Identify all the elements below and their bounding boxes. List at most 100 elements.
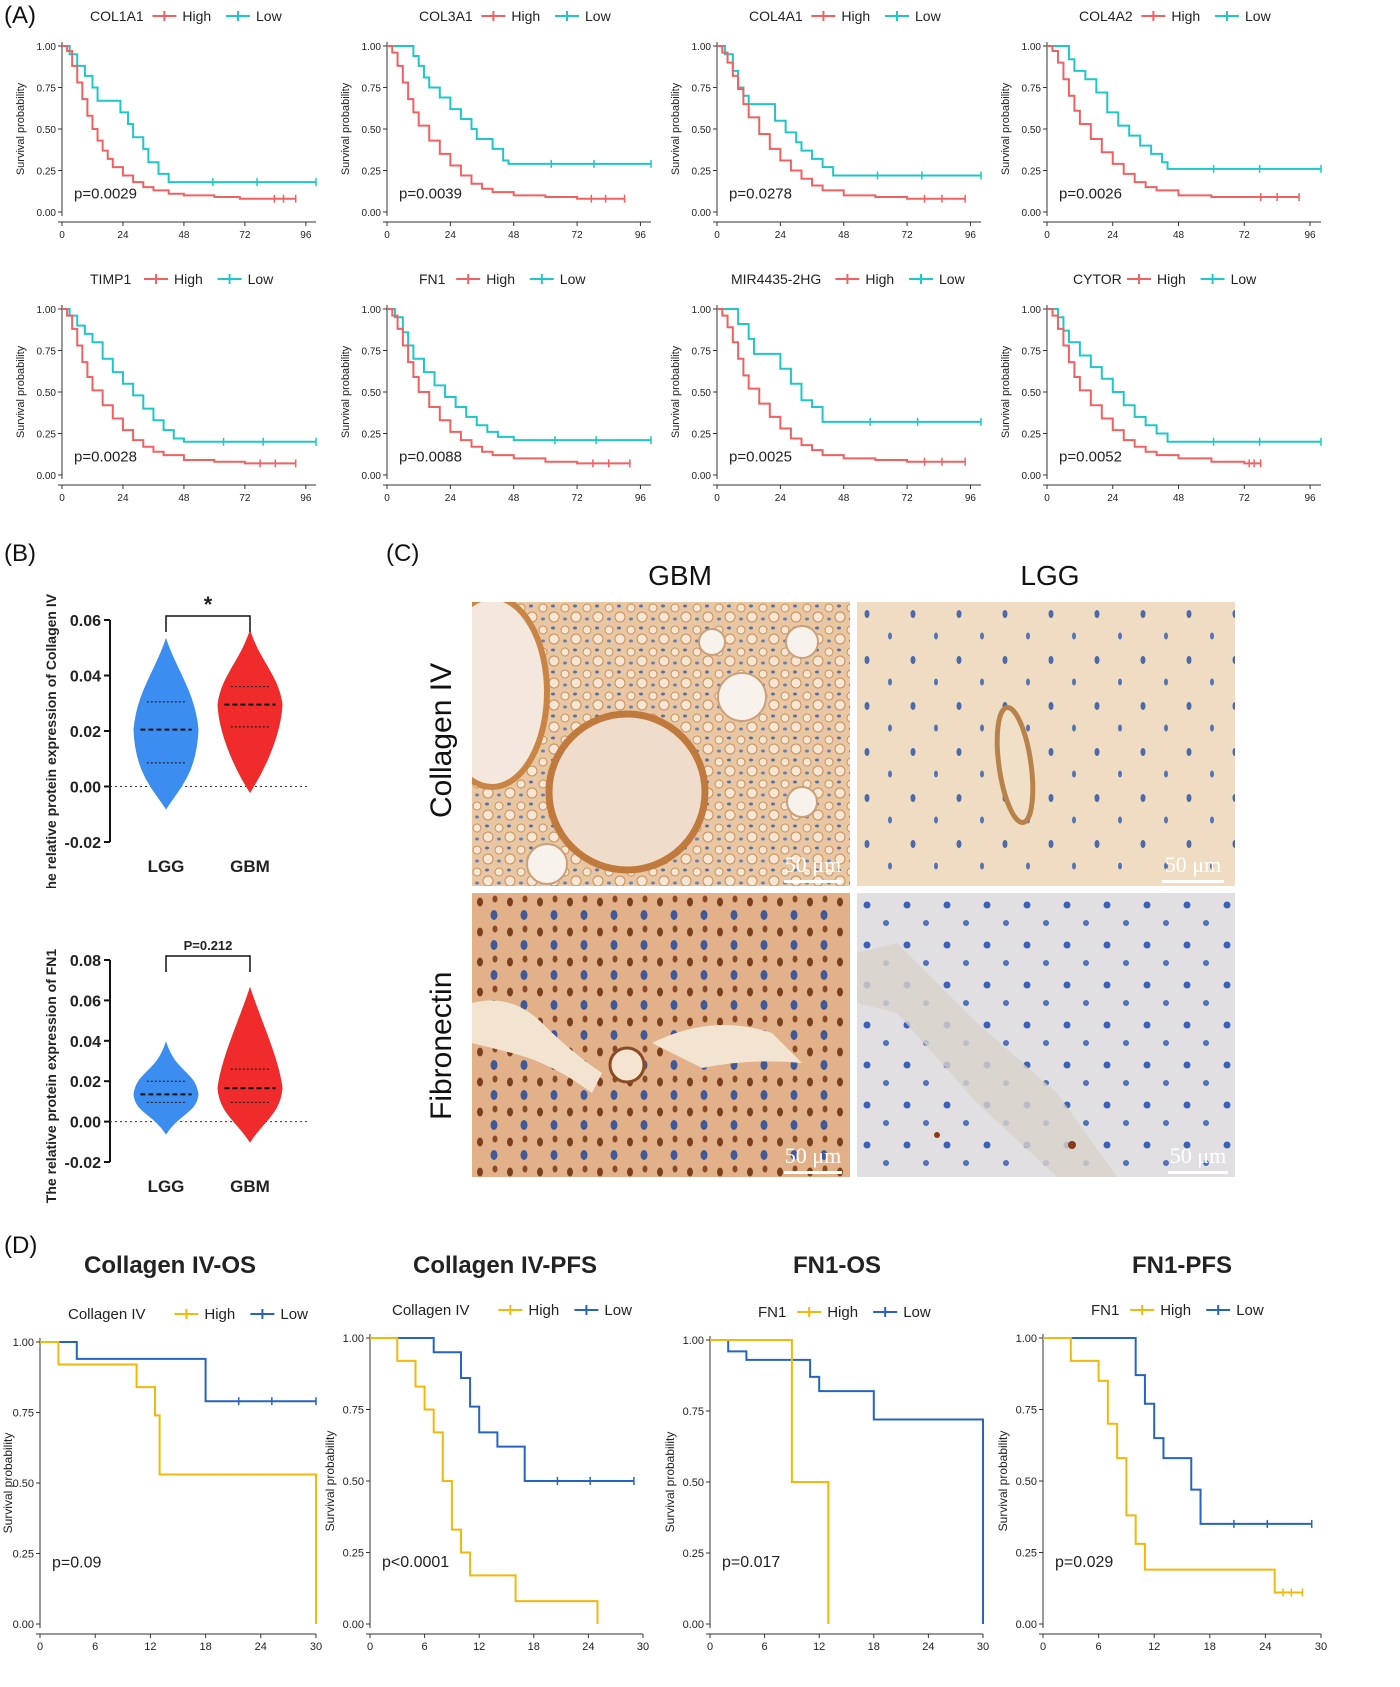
x-tick-label: 6	[422, 1641, 428, 1653]
violin-collagen-iv: 0.06 0.04 0.02 0.00 -0.02 The relative protei…	[40, 578, 320, 898]
x-tick-label: 24	[1259, 1641, 1271, 1653]
x-tick-label: 96	[635, 230, 647, 241]
y-tick-label: 1.00	[343, 1333, 364, 1345]
km-legend: COL1A1 High Low	[90, 8, 283, 24]
scale-bar-1: 50 μm	[784, 852, 842, 883]
y-tick-label: 0.00	[343, 1619, 364, 1631]
x-tick-label: 0	[384, 493, 390, 504]
y-tick-label: 0.00	[683, 1619, 704, 1631]
legend-title: Collagen IV	[392, 1302, 470, 1319]
y-tick-label: 0.25	[692, 430, 712, 441]
high-curve	[1047, 45, 1300, 199]
legend-title: CYTOR	[1073, 271, 1122, 287]
y-axis-label: Survival probability	[323, 1431, 337, 1532]
x-tick-label: 72	[1239, 493, 1251, 504]
km-svg: CYTOR High Low 1.00 0.75 0.50 0.25 0.000 24 48 72 9…	[1000, 271, 1322, 504]
x-tick-label: 6	[762, 1641, 768, 1653]
ihc-image-lgg-collagen	[857, 602, 1235, 886]
low-curve	[710, 1339, 984, 1624]
x-tick-label: 96	[1304, 493, 1316, 504]
scale-bar-line	[1168, 1171, 1228, 1174]
p-value: p=0.09	[52, 1555, 101, 1572]
violin-lgg	[133, 637, 199, 810]
km-svg: TIMP1 High Low 1.00 0.75 0.50 0.25 0.000 24 48 72 9…	[15, 271, 317, 504]
low-curve	[370, 1337, 634, 1482]
high-curve	[387, 45, 625, 200]
legend-high-label: High	[486, 271, 515, 287]
x-tick-label: 24	[922, 1641, 934, 1653]
y-tick-label: 0.50	[362, 388, 382, 399]
low-curve	[62, 308, 316, 443]
p-value: p=0.0278	[729, 186, 792, 203]
legend-low-label: Low	[560, 271, 587, 287]
x-tick-label: 18	[1204, 1641, 1216, 1653]
km-plot-mir4435: MIR4435-2HG High Low 1.00 0.75 0.50 0.25 0.00 0 2…	[665, 263, 995, 513]
km-legend: Collagen IV High Low	[392, 1302, 632, 1319]
x-tick-label: 0	[714, 230, 720, 241]
x-tick-label: 72	[239, 230, 251, 241]
ihc-col-title-lgg: LGG	[1020, 560, 1080, 591]
ihc-image-gbm-collagen	[472, 602, 850, 886]
category-label: GBM	[230, 857, 270, 876]
y-axis-label: Survival probability	[663, 1432, 677, 1533]
low-curve	[62, 45, 316, 184]
x-tick-label: 18	[868, 1641, 880, 1653]
low-curve	[40, 1341, 316, 1403]
ihc-col-title-gbm: GBM	[648, 560, 712, 591]
y-axis-label: The relative protein expression of Colla…	[43, 593, 59, 888]
y-tick-label: 0.75	[1022, 84, 1042, 95]
y-tick-label: 0.50	[37, 125, 57, 136]
ihc-image-gbm-fibronectin-svg	[472, 893, 850, 1177]
x-tick-label: 0	[367, 1641, 373, 1653]
p-value: p=0.029	[1055, 1554, 1113, 1571]
y-tick-label: 1.00	[1016, 1333, 1037, 1345]
y-axis-label: Survival probability	[1000, 345, 1012, 438]
legend-low-label: Low	[585, 8, 612, 24]
legend-low-label: Low	[915, 8, 942, 24]
legend-title: COL3A1	[419, 8, 473, 24]
x-tick-label: 18	[528, 1641, 540, 1653]
category-label: LGG	[148, 857, 185, 876]
y-tick-label: 0.75	[692, 84, 712, 95]
p-value: p=0.0028	[74, 449, 137, 466]
km-svg: Collagen IV High Low 1.00 0.75 0.50 0.25 0.000 6…	[1, 1306, 322, 1653]
p-value: p=0.017	[722, 1554, 780, 1571]
x-tick-label: 24	[117, 230, 129, 241]
y-tick-label: 0.50	[692, 125, 712, 136]
panel-label-d: (D)	[4, 1232, 38, 1259]
y-tick-label: 0.00	[692, 208, 712, 219]
high-curve	[717, 45, 966, 200]
scale-bar-label: 50 μm	[784, 852, 842, 877]
legend-high-label: High	[1171, 8, 1200, 24]
legend-high-label: High	[865, 271, 894, 287]
y-tick-label: 0.25	[683, 1548, 704, 1560]
p-value: p=0.0052	[1059, 449, 1122, 466]
y-tick-label: 0.04	[70, 1034, 101, 1051]
significance-label: P=0.212	[184, 938, 233, 953]
legend-high-label: High	[1157, 271, 1186, 287]
y-tick-label: 0.50	[692, 388, 712, 399]
y-tick-label: 0.00	[1016, 1619, 1037, 1631]
legend-low-label: Low	[248, 271, 275, 287]
km-plot-fn1-os: FN1 High Low 1.00 0.75 0.50 0.25 0.00 0 6 12 18 24 30…	[662, 1288, 997, 1682]
y-axis-label: Survival probability	[340, 82, 352, 175]
y-tick-label: 0.08	[70, 953, 101, 970]
x-tick-label: 30	[977, 1641, 989, 1653]
y-tick-label: 1.00	[692, 305, 712, 316]
y-tick-label: 0.25	[1022, 430, 1042, 441]
y-tick-label: 0.50	[362, 125, 382, 136]
low-curve	[717, 308, 981, 423]
x-tick-label: 6	[1096, 1641, 1102, 1653]
legend-low-label: Low	[939, 271, 966, 287]
legend-high-label: High	[1160, 1302, 1191, 1319]
x-tick-label: 48	[838, 230, 850, 241]
y-tick-label: 0.75	[13, 1408, 34, 1420]
x-tick-label: 72	[572, 230, 584, 241]
x-tick-label: 0	[59, 493, 65, 504]
y-tick-label: 0.25	[13, 1549, 34, 1561]
x-tick-label: 72	[902, 493, 914, 504]
x-tick-label: 48	[178, 230, 190, 241]
x-tick-label: 0	[1044, 230, 1050, 241]
low-curve	[1047, 308, 1321, 443]
y-tick-label: 0.00	[37, 471, 57, 482]
